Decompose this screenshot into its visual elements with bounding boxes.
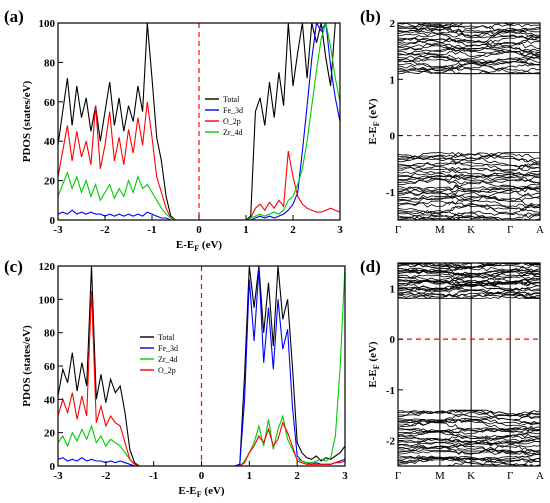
panel-label-b: (b): [360, 7, 381, 26]
kpoint-label: M: [435, 470, 445, 482]
panel-c: (c) -3 -2 -1 0 1 2 3 0 20 40 60 80 100 120 E-EF (eV) PDO…: [4, 257, 348, 499]
series-line-total: [58, 266, 345, 466]
y-axis-label: E-EF (eV): [367, 341, 381, 387]
y-axis-label: E-EF (eV): [367, 98, 381, 144]
band-line: [398, 23, 516, 28]
kpoint-label: Γ: [507, 224, 513, 236]
kpoint-label: A: [536, 470, 544, 482]
y-tick-label: 60: [44, 97, 56, 109]
band-line: [398, 214, 540, 220]
legend-label-total: Total: [158, 333, 175, 342]
y-tick-label: 40: [44, 136, 56, 148]
y-tick-label: 0: [390, 334, 396, 346]
plot-frame: [397, 262, 541, 467]
y-tick-label: -1: [386, 187, 395, 199]
x-tick-label: 1: [243, 224, 249, 236]
legend-label-zr_4d: Zr_4d: [158, 355, 178, 364]
legend-label-fe_3d: Fe_3d: [223, 106, 243, 115]
panel-d: (d) -2 -1 0 1 Γ M K Γ A E-EF (eV): [360, 257, 544, 482]
y-tick-label: 20: [44, 428, 56, 440]
panel-label-d: (d): [360, 257, 381, 276]
kpoint-label: K: [467, 470, 475, 482]
x-axis-label: E-EF (eV): [176, 239, 222, 253]
y-tick-label: 20: [44, 176, 56, 188]
x-tick-label: 3: [337, 224, 343, 236]
x-axis-label: E-EF (eV): [178, 485, 224, 499]
x-tick-label: -3: [53, 224, 63, 236]
x-tick-label: 0: [196, 224, 202, 236]
x-tick-label: 2: [294, 470, 300, 482]
kpoint-label: K: [467, 224, 475, 236]
x-tick-label: -2: [100, 224, 110, 236]
series-line-o_2p: [58, 101, 340, 220]
band-line: [398, 429, 540, 440]
y-axis-label: PDOS (states/eV): [21, 80, 33, 162]
legend-label-o_2p: O_2p: [223, 117, 241, 126]
legend-label-fe_3d: Fe_3d: [158, 344, 178, 353]
panel-b: (b) -1 0 1 2 Γ M K Γ A E-EF (eV): [360, 7, 544, 236]
kpoint-label: A: [536, 224, 544, 236]
y-tick-label: 80: [44, 57, 56, 69]
y-tick-label: 40: [44, 394, 56, 406]
x-tick-label: 2: [290, 224, 296, 236]
legend-label-zr_4d: Zr_4d: [223, 128, 243, 137]
x-tick-label: 3: [342, 470, 348, 482]
y-tick-label: 0: [390, 131, 396, 143]
legend-label-o_2p: O_2p: [158, 366, 176, 375]
y-tick-label: 80: [44, 328, 56, 340]
plot-frame: [397, 22, 541, 221]
y-axis-label: PDOS (states/eV): [21, 325, 33, 407]
panel-label-c: (c): [4, 257, 23, 276]
x-tick-label: 0: [199, 470, 205, 482]
x-tick-label: -2: [101, 470, 111, 482]
y-tick-label: 1: [390, 283, 396, 295]
kpoint-label: M: [435, 224, 445, 236]
x-tick-label: -3: [53, 470, 63, 482]
y-tick-label: -2: [386, 436, 396, 448]
y-tick-label: 0: [50, 461, 56, 473]
y-tick-label: 120: [39, 261, 56, 273]
band-line: [398, 62, 540, 72]
kpoint-label: Γ: [395, 224, 401, 236]
y-tick-label: -1: [386, 385, 395, 397]
panel-label-a: (a): [4, 7, 24, 26]
y-tick-label: 1: [390, 74, 396, 86]
panel-a: (a) -3 -2 -1 0 1 2 3 0 20 40 60 80 100 E-EF (eV) PDOS (…: [4, 7, 343, 253]
x-tick-label: 1: [247, 470, 253, 482]
y-tick-label: 2: [390, 18, 396, 30]
x-tick-label: -1: [149, 470, 158, 482]
series-line-total: [58, 23, 340, 220]
legend-label-total: Total: [223, 95, 240, 104]
series-line-zr_4d: [58, 23, 340, 220]
band-line: [416, 23, 540, 29]
band-line: [398, 263, 540, 270]
y-tick-label: 100: [39, 294, 56, 306]
x-tick-label: -1: [147, 224, 156, 236]
y-tick-label: 60: [44, 361, 56, 373]
band-line: [398, 23, 523, 32]
y-tick-label: 100: [39, 18, 56, 30]
y-tick-label: 0: [50, 215, 56, 227]
kpoint-label: Γ: [395, 470, 401, 482]
kpoint-label: Γ: [507, 470, 513, 482]
